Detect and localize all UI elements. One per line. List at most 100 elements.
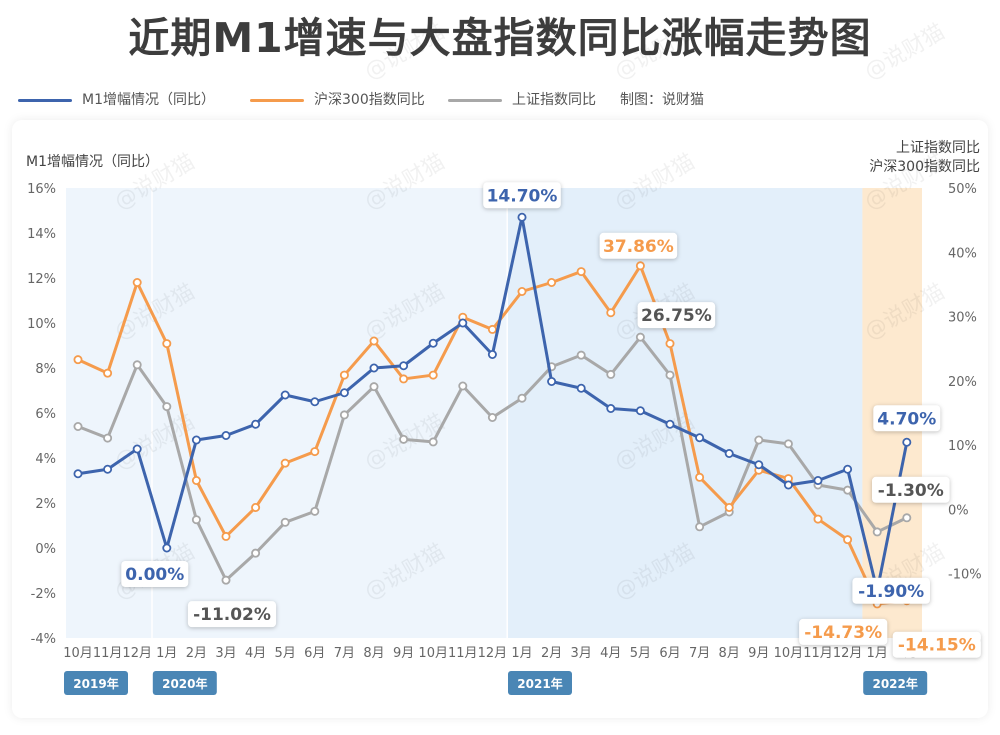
data-point (73, 469, 83, 479)
data-point (132, 444, 142, 454)
right-axis-title-1: 上证指数同比 (896, 140, 980, 156)
data-point (399, 374, 409, 384)
data-point (369, 363, 379, 373)
x-tick-label: 5月 (630, 646, 651, 661)
x-tick-label: 3月 (571, 646, 592, 661)
legend-label-sse: 上证指数同比 (512, 92, 596, 108)
year-badge-label: 2021年 (517, 676, 562, 691)
data-point (221, 531, 231, 541)
year-badge (64, 671, 128, 695)
right-tick-label: 30% (948, 311, 977, 326)
callout-box (872, 476, 950, 503)
data-point (162, 543, 172, 553)
callout-box (852, 577, 930, 604)
data-point (695, 522, 705, 532)
data-point (783, 439, 793, 449)
data-point (369, 382, 379, 392)
right-tick-label: 40% (948, 246, 977, 261)
year-badge-label: 2020年 (162, 676, 207, 691)
x-tick-label: 12月 (478, 646, 508, 661)
x-tick-label: 7月 (689, 646, 710, 661)
data-point (251, 548, 261, 558)
left-tick-label: 6% (35, 407, 56, 422)
callout-box (483, 182, 561, 209)
data-point (132, 277, 142, 287)
right-tick-label: 10% (948, 439, 977, 454)
data-point (517, 212, 527, 222)
left-tick-label: 0% (35, 542, 56, 557)
year-badge (152, 671, 217, 695)
data-point (665, 370, 675, 380)
data-point (547, 376, 557, 386)
x-tick-label: 8月 (363, 646, 384, 661)
data-point (251, 502, 261, 512)
x-tick-label: 1月 (156, 646, 177, 661)
x-tick-label: 6月 (659, 646, 680, 661)
data-point (843, 485, 853, 495)
x-tick-label: 4月 (600, 646, 621, 661)
right-tick-label: 20% (948, 375, 977, 390)
data-point (635, 332, 645, 342)
left-tick-label: 2% (35, 497, 56, 512)
x-tick-label: 6月 (304, 646, 325, 661)
data-point (754, 435, 764, 445)
data-point (73, 355, 83, 365)
data-point (339, 370, 349, 380)
data-point (635, 261, 645, 271)
data-point (103, 368, 113, 378)
legend-swatch-hs300 (250, 99, 304, 102)
data-point (458, 318, 468, 328)
data-point (428, 338, 438, 348)
chart-credit: 制图：说财猫 (620, 92, 704, 108)
data-point (872, 527, 882, 537)
left-tick-label: 16% (27, 182, 56, 197)
data-point (576, 267, 586, 277)
x-tick-label: 8月 (719, 646, 740, 661)
x-tick-label: 10月 (63, 646, 93, 661)
data-point (576, 350, 586, 360)
data-point (399, 361, 409, 371)
data-point (191, 515, 201, 525)
data-point (576, 383, 586, 393)
year-badge-label: 2022年 (872, 676, 917, 691)
data-point (843, 535, 853, 545)
data-point (191, 475, 201, 485)
data-point (547, 277, 557, 287)
x-tick-label: 5月 (275, 646, 296, 661)
x-tick-label: 1月 (867, 646, 888, 661)
data-point (695, 433, 705, 443)
data-point (724, 448, 734, 458)
left-tick-label: 10% (27, 317, 56, 332)
right-tick-label: -10% (948, 568, 982, 583)
x-tick-label: 11月 (448, 646, 478, 661)
data-point (487, 412, 497, 422)
data-point (191, 435, 201, 445)
right-tick-label: 50% (948, 182, 977, 197)
x-tick-label: 4月 (245, 646, 266, 661)
callout-label: 0.00% (125, 565, 184, 585)
data-point (458, 381, 468, 391)
data-point (428, 370, 438, 380)
data-point (606, 369, 616, 379)
callout-box (892, 631, 981, 658)
data-point (517, 286, 527, 296)
x-tick-label: 12月 (833, 646, 863, 661)
x-tick-label: 1月 (511, 646, 532, 661)
watermark-17: @说财猫 (861, 20, 950, 86)
x-tick-label: 11月 (803, 646, 833, 661)
data-point (280, 517, 290, 527)
left-tick-label: 4% (35, 452, 56, 467)
data-point (251, 419, 261, 429)
data-point (280, 458, 290, 468)
x-tick-label: 10月 (418, 646, 448, 661)
callout-label: -14.15% (898, 636, 976, 656)
callout-label: -14.73% (804, 623, 882, 643)
x-tick-label: 7月 (334, 646, 355, 661)
left-axis-title: M1增幅情况（同比） (26, 154, 159, 170)
callout-label: 26.75% (641, 306, 712, 326)
legend-label-hs300: 沪深300指数同比 (314, 92, 425, 108)
legend-swatch-m1 (18, 99, 72, 102)
data-point (902, 437, 912, 447)
data-point (695, 472, 705, 482)
data-point (310, 447, 320, 457)
